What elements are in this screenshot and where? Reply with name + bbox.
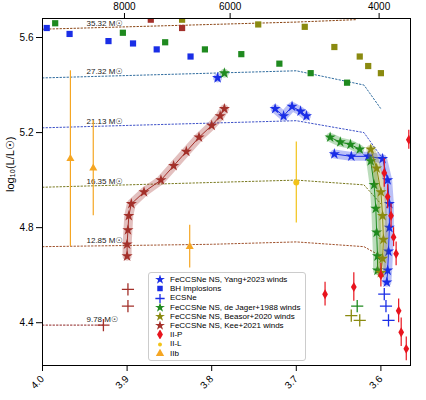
html-text:II-L: II-L — [170, 339, 182, 349]
html-text:IIb: IIb — [170, 348, 179, 358]
svg-text:27.32 M☉: 27.32 M☉ — [87, 67, 123, 76]
svg-text:35.32 M☉: 35.32 M☉ — [87, 19, 123, 28]
svg-text:4.0: 4.0 — [29, 373, 47, 391]
svg-text:8000: 8000 — [113, 1, 136, 12]
svg-text:3.6: 3.6 — [367, 373, 385, 391]
html-text:FeCCSNe NS, Beasor+2020 winds: FeCCSNe NS, Beasor+2020 winds — [170, 311, 295, 321]
svg-text:21.13 M☉: 21.13 M☉ — [87, 117, 123, 126]
svg-text:12.85 M☉: 12.85 M☉ — [87, 236, 123, 245]
html-text:FeCCSNe NS, de Jager+1988 wind: FeCCSNe NS, de Jager+1988 winds — [170, 302, 301, 312]
html-text:FeCCSNe NS, Kee+2021 winds: FeCCSNe NS, Kee+2021 winds — [170, 321, 284, 330]
svg-text:9.78 M☉: 9.78 M☉ — [87, 315, 119, 324]
svg-text:log₁₀(L/L☉): log₁₀(L/L☉) — [4, 137, 16, 192]
svg-text:5.6: 5.6 — [20, 32, 34, 43]
svg-text:5.2: 5.2 — [20, 127, 34, 138]
svg-text:4.4: 4.4 — [20, 317, 34, 328]
svg-text:4000: 4000 — [368, 1, 391, 12]
html-text:FeCCSNe NS, Yang+2023 winds: FeCCSNe NS, Yang+2023 winds — [170, 275, 288, 284]
svg-text:3.9: 3.9 — [113, 373, 131, 391]
svg-text:4.8: 4.8 — [20, 222, 34, 233]
html-text:II-P: II-P — [170, 330, 183, 340]
html-text:ECSNe: ECSNe — [170, 293, 197, 303]
svg-text:6000: 6000 — [219, 1, 242, 12]
svg-text:16.35 M☉: 16.35 M☉ — [87, 177, 123, 186]
svg-text:3.7: 3.7 — [282, 373, 300, 391]
svg-text:3.8: 3.8 — [198, 373, 216, 391]
html-text:BH implosions: BH implosions — [170, 284, 222, 294]
